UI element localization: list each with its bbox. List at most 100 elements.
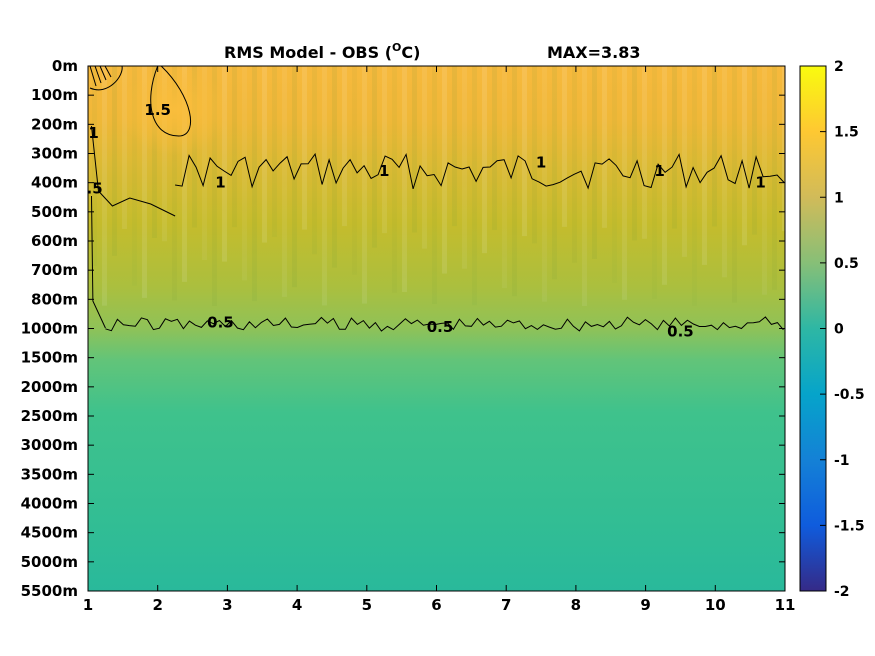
heatmap-stripe [642, 66, 647, 239]
contour-line-corner [104, 66, 112, 78]
heatmap-stripe [432, 66, 437, 304]
x-tick-label: 1 [83, 596, 93, 614]
x-tick-label: 4 [292, 596, 302, 614]
y-tick-label: 5000m [21, 553, 78, 571]
chart-title: RMS Model - OBS (OC) [224, 41, 420, 62]
colorbar-tick-label: 0.5 [834, 256, 859, 272]
heatmap-stripe [112, 66, 117, 256]
heatmap-stripe [152, 66, 157, 239]
heatmap-stripe [382, 66, 387, 234]
x-tick-label: 8 [571, 596, 581, 614]
heatmap-stripe [92, 66, 97, 266]
heatmap-stripe [352, 66, 357, 275]
y-tick-label: 5500m [21, 582, 78, 600]
contour-label: 0.5 [667, 322, 694, 340]
x-axis: 1 2 3 4 5 6 7 8 9 10 11 [83, 66, 796, 614]
contour-label: 1 [654, 162, 664, 180]
heatmap-stripe [242, 66, 247, 281]
y-axis: 0m100m200m300m400m500m600m700m800m1000m1… [21, 57, 785, 600]
contour-line-corner [89, 66, 123, 91]
heatmap-stripe [692, 66, 697, 306]
heatmap-stripe [172, 66, 177, 301]
plot-area: 1.5 1 0.5 1 1 1 1 1 0.5 0.5 0.5 [76, 66, 785, 591]
heatmap-stripe [552, 66, 557, 280]
heatmap-stripe [302, 66, 307, 230]
heatmap-stripe [672, 66, 677, 229]
y-tick-label: 400m [31, 174, 78, 192]
y-tick-label: 0m [52, 57, 78, 75]
heatmap-stripe [782, 66, 785, 232]
heatmap-stripe [542, 66, 547, 302]
heatmap-stripe [622, 66, 627, 300]
heatmap-stripe [662, 66, 667, 285]
y-tick-label: 100m [31, 86, 78, 104]
colorbar-tick-label: -0.5 [834, 387, 865, 403]
contour-line-corner [89, 66, 97, 87]
heatmap-stripe [222, 66, 227, 262]
colorbar-tick-label: 2 [834, 59, 844, 75]
x-tick-label: 11 [775, 596, 796, 614]
heatmap-stripe [632, 66, 637, 241]
y-tick-label: 4500m [21, 524, 78, 542]
contour-line-05-left [90, 195, 106, 329]
heatmap-stripes [92, 66, 785, 306]
y-tick-label: 1000m [21, 320, 78, 338]
heatmap-stripe [392, 66, 397, 293]
colorbar-tick-label: -2 [834, 584, 850, 600]
y-tick-label: 1500m [21, 349, 78, 367]
y-tick-label: 500m [31, 203, 78, 221]
heatmap-stripe [742, 66, 747, 246]
x-tick-label: 6 [431, 596, 441, 614]
heatmap-stripe [512, 66, 517, 297]
surface-hotspot [120, 66, 230, 155]
heatmap-stripe [482, 66, 487, 254]
contour-line-15 [150, 66, 192, 137]
heatmap-stripe [602, 66, 607, 228]
y-tick-label: 2000m [21, 378, 78, 396]
heatmap-stripe [732, 66, 737, 303]
y-tick-label: 3000m [21, 436, 78, 454]
heatmap-stripe [132, 66, 137, 286]
heatmap-stripe [122, 66, 127, 229]
heatmap-stripe [342, 66, 347, 227]
heatmap-stripe [412, 66, 417, 233]
heatmap-field [88, 66, 785, 591]
y-tick-label: 800m [31, 290, 78, 308]
heatmap-stripe [652, 66, 657, 299]
heatmap-stripe [592, 66, 597, 259]
heatmap-stripe [562, 66, 567, 227]
x-tick-label: 10 [705, 596, 726, 614]
heatmap-stripe [102, 66, 107, 306]
contour-label: 0.5 [76, 180, 103, 198]
heatmap-stripe [712, 66, 717, 227]
contour-line-corner [94, 66, 102, 84]
contour-label: 0.5 [207, 314, 234, 332]
heatmap-stripe [272, 66, 277, 237]
contour-line-05 [105, 316, 784, 332]
heatmap-stripe [452, 66, 457, 227]
colorbar-tick-label: -1 [834, 453, 850, 469]
contour-line-1 [175, 152, 785, 190]
heatmap-stripe [532, 66, 537, 244]
x-tick-label: 3 [222, 596, 232, 614]
heatmap-stripe [502, 66, 507, 289]
heatmap-stripe [202, 66, 207, 261]
y-tick-label: 4000m [21, 495, 78, 513]
heatmap-stripe [372, 66, 377, 248]
contour-line-corner [99, 66, 107, 81]
heatmap-stripe [322, 66, 327, 306]
x-tick-label: 9 [640, 596, 650, 614]
contour-label: 0.5 [427, 318, 454, 336]
heatmap-stripe [522, 66, 527, 237]
heatmap-stripe [282, 66, 287, 297]
contour-labels: 1.5 1 0.5 1 1 1 1 1 0.5 0.5 0.5 [76, 101, 766, 341]
colorbar-tick-label: -1.5 [834, 518, 865, 534]
y-tick-label: 700m [31, 261, 78, 279]
contour-line-1-left [90, 125, 176, 217]
heatmap-stripe [312, 66, 317, 255]
contour-label: 1 [755, 174, 765, 192]
heatmap-stripe [682, 66, 687, 257]
y-tick-label: 3500m [21, 465, 78, 483]
heatmap-stripe [762, 66, 767, 295]
